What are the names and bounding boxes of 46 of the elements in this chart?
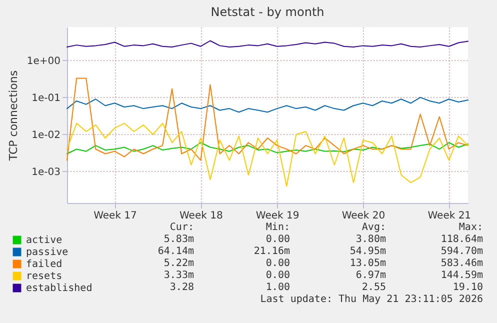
text: 13.05m [350, 258, 386, 270]
line-series [66, 96, 468, 113]
text: Avg: [362, 222, 386, 234]
text: 144.59m [440, 270, 483, 282]
legend-label: resets [26, 271, 62, 282]
text: Cur: [170, 222, 194, 234]
text: 118.64m [440, 234, 483, 246]
x-tick-label: Week 18 [180, 210, 223, 222]
text: 3.28 [170, 282, 194, 294]
y-tick-label: 1e-02 [32, 130, 60, 141]
text: 6.97m [356, 270, 386, 282]
x-tick-label: Week 21 [428, 210, 472, 222]
text: 64.14m [158, 246, 194, 258]
text: 594.70m [440, 246, 483, 258]
text: 21.16m [254, 246, 290, 258]
legend-label: passive [26, 247, 68, 258]
text: Min: [266, 222, 290, 234]
text: 5.22m [164, 258, 194, 270]
text: 3.80m [356, 234, 386, 246]
chart-title: Netstat - by month [210, 5, 324, 19]
text: Max: [458, 222, 483, 234]
line-series [66, 122, 468, 187]
legend-label: active [26, 235, 62, 246]
y-tick-label: 1e+00 [26, 56, 60, 67]
text: 19.10 [452, 282, 483, 294]
text: 0.00 [266, 258, 290, 270]
text: 2.55 [362, 282, 386, 294]
line-series [66, 40, 468, 48]
y-axis-title: TCP connections [6, 70, 20, 162]
text: 0.00 [266, 234, 290, 246]
legend-label: failed [26, 259, 62, 270]
text: 5.83m [164, 234, 194, 246]
text: Last update: Thu May 21 23:11:05 2026 [260, 294, 483, 306]
x-tick-label: Week 19 [256, 210, 300, 222]
text: 1.00 [266, 282, 290, 294]
text: 583.46m [440, 258, 483, 270]
x-tick-label: Week 17 [94, 210, 137, 222]
text: 0.00 [266, 270, 290, 282]
y-tick-label: 1e-01 [32, 92, 60, 104]
line-series [66, 78, 468, 161]
legend-label: established [26, 283, 92, 294]
line-series [66, 142, 468, 154]
y-tick-label: 1e-03 [32, 166, 60, 178]
x-tick-label: Week 20 [342, 210, 386, 222]
text: 3.33m [164, 270, 194, 282]
text: 54.95m [350, 246, 386, 258]
